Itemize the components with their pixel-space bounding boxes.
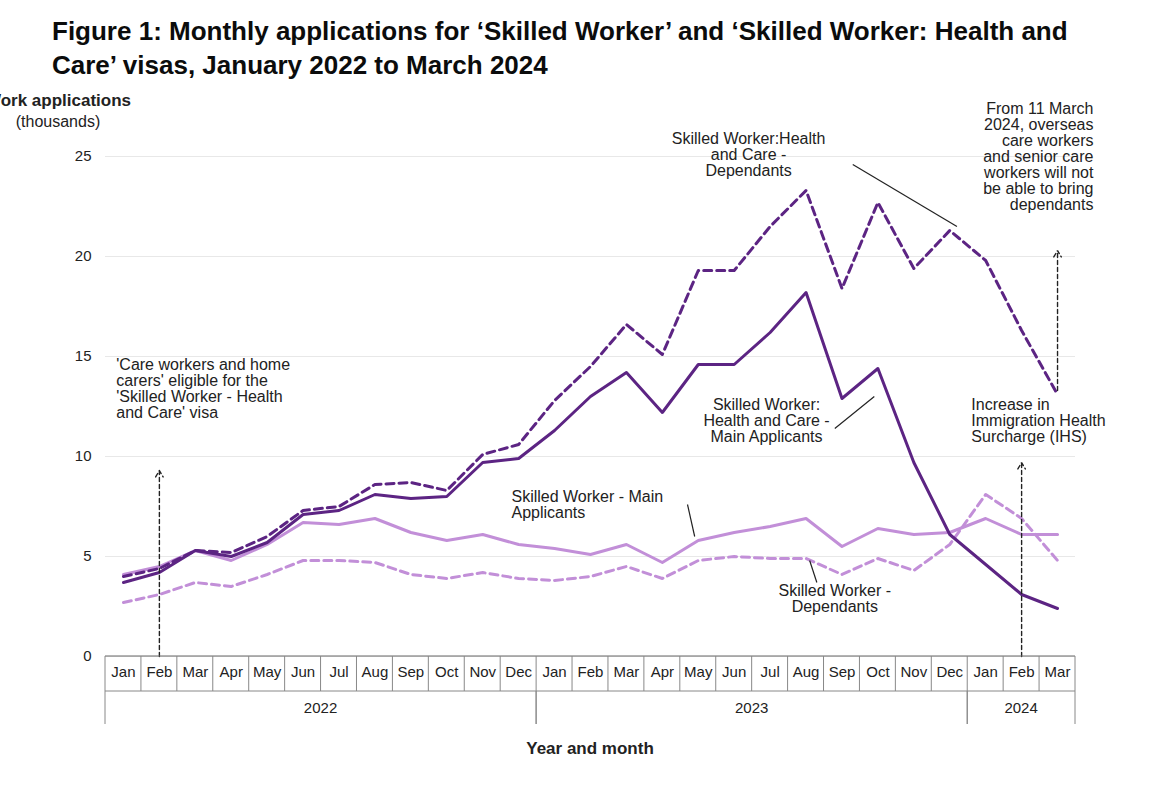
svg-text:Sep: Sep — [398, 663, 425, 680]
svg-text:Feb: Feb — [1009, 663, 1035, 680]
svg-text:(thousands): (thousands) — [16, 113, 101, 130]
svg-text:Apr: Apr — [220, 663, 243, 680]
svg-text:Year and month: Year and month — [526, 739, 654, 758]
svg-text:Jun: Jun — [291, 663, 315, 680]
svg-text:Nov: Nov — [469, 663, 496, 680]
svg-text:Nov: Nov — [900, 663, 927, 680]
svg-text:2022: 2022 — [304, 699, 337, 716]
svg-text:10: 10 — [75, 447, 92, 464]
svg-text:Oct: Oct — [866, 663, 890, 680]
svg-text:Aug: Aug — [362, 663, 389, 680]
svg-text:Jul: Jul — [329, 663, 348, 680]
svg-text:0: 0 — [83, 647, 91, 664]
svg-text:5: 5 — [83, 547, 91, 564]
svg-text:25: 25 — [75, 147, 92, 164]
svg-text:Aug: Aug — [793, 663, 820, 680]
svg-text:Sep: Sep — [829, 663, 856, 680]
svg-text:Jul: Jul — [761, 663, 780, 680]
svg-text:2023: 2023 — [735, 699, 768, 716]
svg-text:Dec: Dec — [936, 663, 963, 680]
svg-text:Jan: Jan — [111, 663, 135, 680]
svg-text:Dec: Dec — [505, 663, 532, 680]
svg-text:Oct: Oct — [435, 663, 459, 680]
html-text:Figure 1: Monthly applications: Figure 1: Monthly applications for ‘Skil… — [52, 16, 1068, 80]
svg-text:Increase inImmigration HealthS: Increase inImmigration HealthSurcharge (… — [971, 396, 1105, 445]
svg-text:2024: 2024 — [1004, 699, 1037, 716]
svg-text:From 11 March2024, overseascar: From 11 March2024, overseascare workersa… — [983, 100, 1094, 213]
svg-text:'Care workers and homecarers': 'Care workers and homecarers' eligible f… — [116, 356, 290, 421]
svg-text:Skilled Worker - MainApplicant: Skilled Worker - MainApplicants — [511, 488, 663, 521]
svg-text:Mar: Mar — [614, 663, 640, 680]
svg-text:May: May — [253, 663, 282, 680]
svg-text:15: 15 — [75, 347, 92, 364]
svg-text:Jan: Jan — [542, 663, 566, 680]
svg-text:Work applications: Work applications — [0, 91, 131, 110]
svg-text:Skilled Worker:Healthand Care: Skilled Worker:Healthand Care -Dependant… — [672, 130, 826, 179]
svg-text:Feb: Feb — [146, 663, 172, 680]
svg-text:Skilled Worker -Dependants: Skilled Worker -Dependants — [778, 582, 891, 615]
svg-text:Mar: Mar — [182, 663, 208, 680]
svg-text:Jan: Jan — [974, 663, 998, 680]
svg-text:Jun: Jun — [722, 663, 746, 680]
svg-text:May: May — [684, 663, 713, 680]
svg-text:Mar: Mar — [1045, 663, 1071, 680]
svg-text:Skilled Worker:Health and Care: Skilled Worker:Health and Care -Main App… — [703, 396, 829, 445]
svg-text:Feb: Feb — [578, 663, 604, 680]
svg-text:Apr: Apr — [651, 663, 674, 680]
svg-text:20: 20 — [75, 247, 92, 264]
